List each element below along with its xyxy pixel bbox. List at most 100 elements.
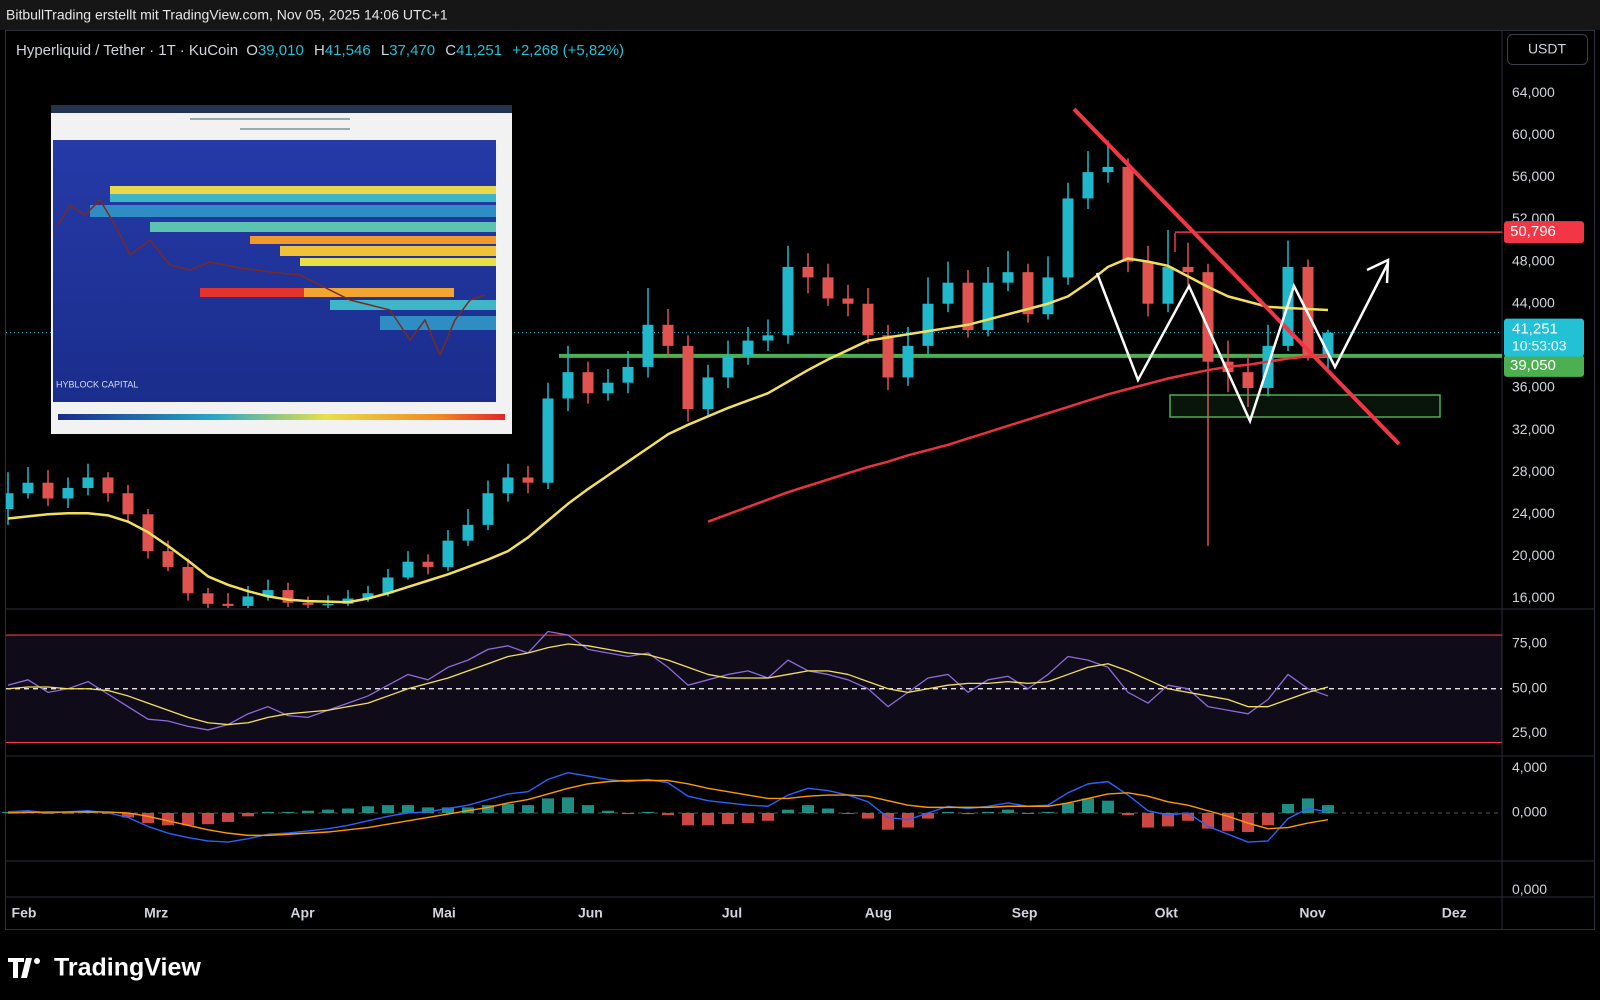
x-tick-label: Nov bbox=[1299, 905, 1326, 921]
macd-histogram-bar bbox=[1022, 812, 1034, 814]
macd-histogram-bar bbox=[802, 805, 814, 813]
y-tick-label: 56,000 bbox=[1512, 168, 1555, 184]
macd-histogram-bar bbox=[1002, 809, 1014, 813]
drawings bbox=[1072, 107, 1441, 446]
rsi-line bbox=[7, 643, 1329, 726]
y-tick-label: 20,000 bbox=[1512, 547, 1555, 563]
macd-histogram-bar bbox=[962, 812, 974, 815]
candle-body bbox=[842, 298, 854, 304]
downtrend-line bbox=[1072, 107, 1401, 446]
heatmap-inset: HYBLOCK CAPITAL bbox=[51, 105, 512, 434]
macd-histogram-bar bbox=[942, 811, 954, 813]
price-label-box bbox=[1504, 354, 1584, 377]
macd-histogram-bar bbox=[762, 812, 774, 821]
candle-body bbox=[202, 593, 214, 604]
candle-body bbox=[482, 493, 494, 525]
candle-body bbox=[262, 590, 274, 597]
macd-histogram-bar bbox=[342, 808, 354, 813]
currency[interactable]: USDT bbox=[1528, 41, 1567, 57]
inset-titlebar bbox=[51, 105, 512, 113]
inset-slider bbox=[190, 118, 350, 120]
watermark: TradingView bbox=[8, 954, 201, 982]
x-tick-label: Sep bbox=[1012, 905, 1038, 921]
candle-body bbox=[1182, 266, 1194, 273]
candle-body bbox=[1102, 166, 1114, 173]
macd-histogram-bar bbox=[402, 805, 414, 813]
candle-body bbox=[602, 382, 614, 394]
candle-body bbox=[242, 596, 254, 606]
candle-body bbox=[682, 345, 694, 410]
candle-body bbox=[902, 345, 914, 378]
candle-body bbox=[62, 487, 74, 499]
macd-histogram-bar bbox=[742, 812, 754, 824]
last-price-label: 41,251 bbox=[1512, 321, 1558, 338]
candle-body bbox=[422, 561, 434, 567]
watermark-logo-dot bbox=[34, 958, 40, 964]
macd-histogram-bar bbox=[1122, 812, 1134, 816]
x-tick-label: Dez bbox=[1442, 905, 1467, 921]
candle-body bbox=[642, 324, 654, 367]
attribution-bar bbox=[0, 0, 1600, 30]
macd-histogram-bar bbox=[882, 812, 894, 830]
macd-histogram-bar bbox=[382, 805, 394, 813]
rsi-pane bbox=[6, 630, 1502, 744]
plot-layer bbox=[2, 140, 1502, 843]
macd-histogram-bar bbox=[222, 812, 234, 822]
macd-histogram-bar bbox=[242, 812, 254, 817]
legend: Hyperliquid / Tether · 1T · KuCoin O39,0… bbox=[16, 42, 624, 59]
candle-body bbox=[162, 551, 174, 567]
macd-histogram-bar bbox=[862, 812, 874, 819]
candle-body bbox=[1202, 272, 1214, 362]
macd-histogram-bar bbox=[682, 812, 694, 826]
candle-body bbox=[302, 602, 314, 605]
candle-body bbox=[22, 482, 34, 494]
inset-slider bbox=[240, 128, 350, 130]
price-label: 39,050 bbox=[1510, 357, 1556, 374]
macd-histogram-bar bbox=[1142, 812, 1154, 828]
candle-body bbox=[982, 282, 994, 331]
macd-histogram-bar bbox=[602, 810, 614, 813]
x-tick-label: Okt bbox=[1155, 905, 1179, 921]
macd-histogram-bar bbox=[1062, 802, 1074, 813]
macd-histogram-bar bbox=[302, 810, 314, 813]
candle-body bbox=[6, 493, 14, 510]
ohlc-key: O bbox=[246, 42, 258, 59]
y-tick-label: 16,000 bbox=[1512, 589, 1555, 605]
y-tick-label: 28,000 bbox=[1512, 463, 1555, 479]
candle-body bbox=[822, 277, 834, 299]
macd-histogram-bar bbox=[622, 812, 634, 815]
countdown: 10:53:03 bbox=[1512, 337, 1567, 353]
macd-histogram-bar bbox=[442, 807, 454, 813]
currency-button[interactable] bbox=[1507, 34, 1588, 65]
inset-colorbar bbox=[58, 414, 505, 420]
macd-histogram-bar bbox=[842, 812, 854, 814]
moving-average bbox=[7, 257, 1329, 604]
candle-body bbox=[1322, 332, 1334, 357]
arrow-head bbox=[1366, 257, 1390, 284]
macd-histogram-bar bbox=[182, 812, 194, 826]
candle-body bbox=[1242, 372, 1254, 388]
macd-histogram-bar bbox=[422, 807, 434, 813]
support-zone bbox=[1169, 394, 1441, 418]
ohlc-key: H bbox=[314, 42, 325, 59]
candle-body bbox=[1042, 277, 1054, 315]
candle-body bbox=[802, 266, 814, 278]
inset-caption: HYBLOCK CAPITAL bbox=[56, 379, 138, 389]
macd-histogram-bar bbox=[162, 812, 174, 826]
x-tick-label: Feb bbox=[12, 905, 37, 921]
ohlc-key: C bbox=[445, 42, 456, 59]
pattern-zigzag bbox=[1095, 262, 1390, 425]
ohlc-value: 39,010 bbox=[258, 42, 304, 59]
candle-body bbox=[522, 477, 534, 483]
candle-body bbox=[182, 566, 194, 594]
x-tick-label: Mai bbox=[432, 905, 455, 921]
candle-body bbox=[1002, 272, 1014, 283]
y-tick-label: 48,000 bbox=[1512, 252, 1555, 268]
macd-histogram-bar bbox=[62, 812, 74, 814]
macd-histogram-bar bbox=[482, 805, 494, 813]
watermark-logo bbox=[8, 958, 32, 978]
candle-body bbox=[782, 266, 794, 336]
inset-band bbox=[90, 205, 496, 217]
